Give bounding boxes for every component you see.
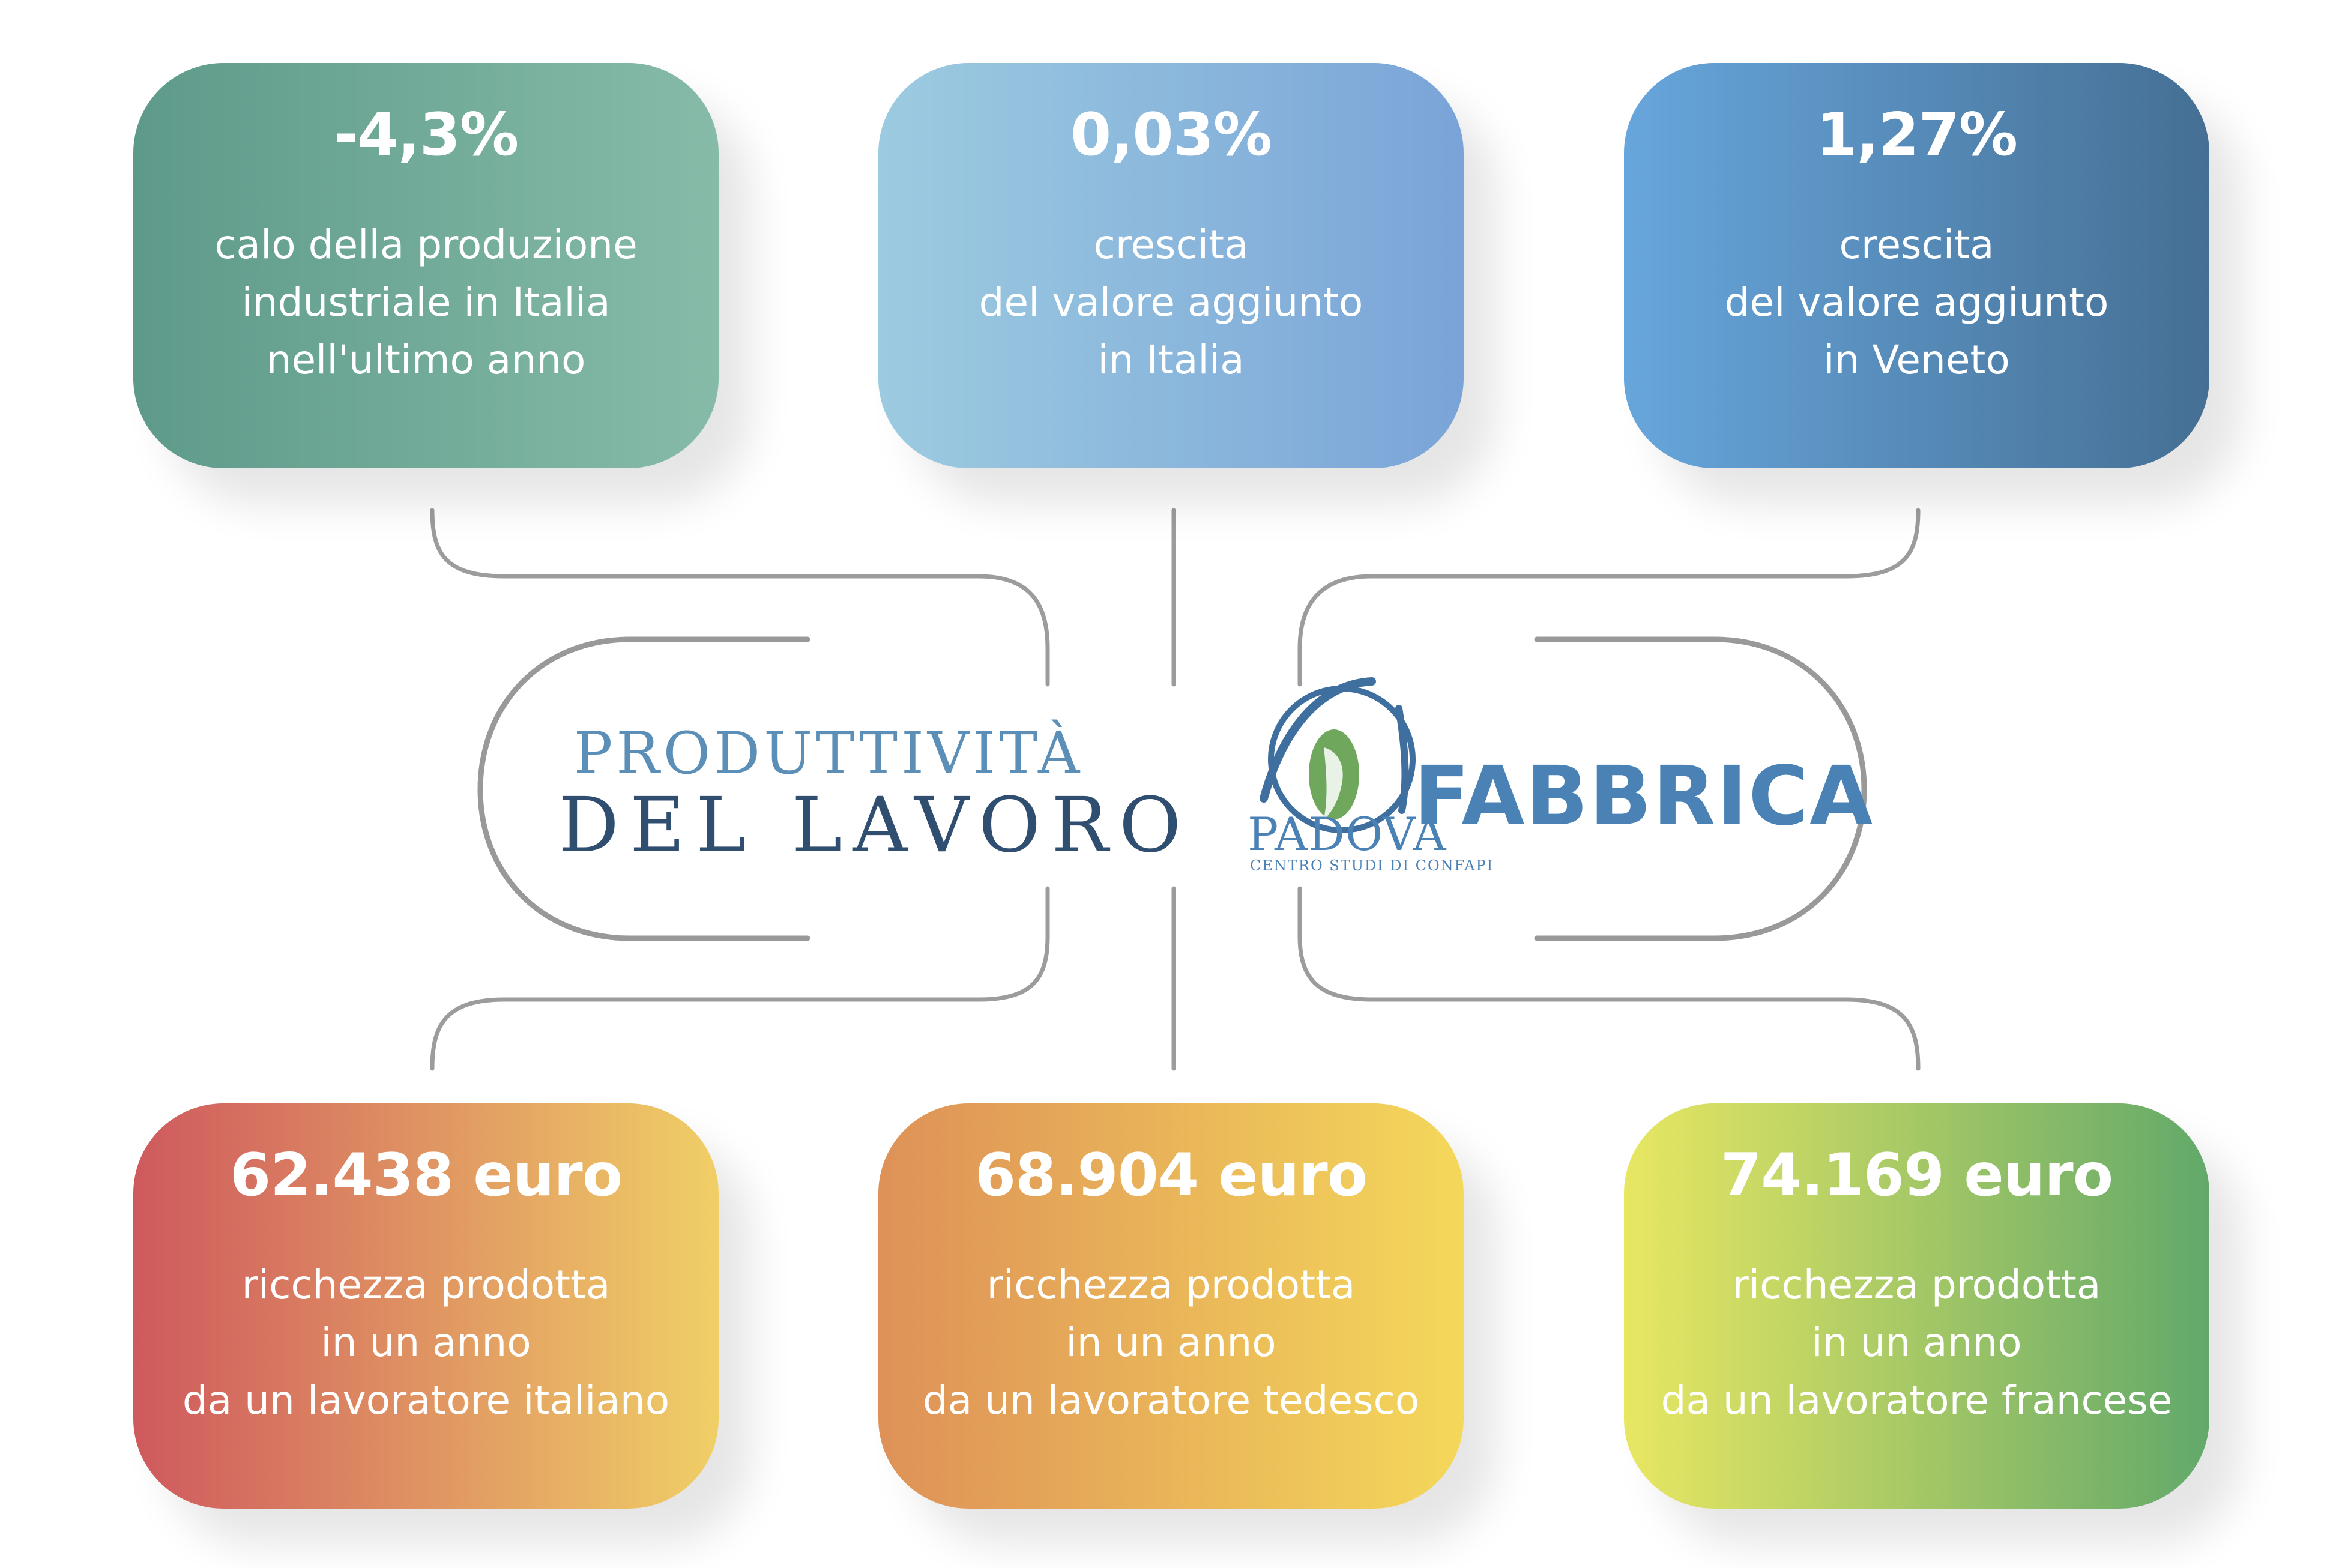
stat-card-worker-germany: 68.904 euro ricchezza prodotta in un ann… <box>878 1103 1464 1509</box>
stat-desc-line: in un anno <box>1066 1319 1276 1366</box>
stat-desc-line: da un lavoratore italiano <box>182 1377 670 1423</box>
connector-top-right <box>1297 508 1921 687</box>
stat-desc-line: crescita <box>1093 222 1249 268</box>
stat-value: 68.904 euro <box>974 1141 1368 1210</box>
stat-value: 0,03% <box>1070 101 1272 169</box>
stat-description: ricchezza prodotta in un anno da un lavo… <box>1624 1256 2209 1429</box>
stat-description: ricchezza prodotta in un anno da un lavo… <box>133 1256 719 1429</box>
stat-value: 1,27% <box>1816 101 2018 169</box>
stat-desc-line: in un anno <box>1811 1319 2022 1366</box>
padova-logo-word: PADOVA <box>1248 807 1447 861</box>
stat-card-worker-france: 74.169 euro ricchezza prodotta in un ann… <box>1624 1103 2209 1509</box>
stat-desc-line: del valore aggiunto <box>1724 279 2109 325</box>
fabbrica-emblem-icon <box>1260 677 1416 833</box>
centro-studi-subtitle: CENTRO STUDI DI CONFAPI <box>1250 857 1494 874</box>
stat-desc-line: nell'ultimo anno <box>266 337 586 383</box>
stat-desc-line: da un lavoratore francese <box>1661 1377 2173 1423</box>
stat-desc-line: in Italia <box>1097 337 1245 383</box>
fabbrica-logo-word: FABBRICA <box>1414 749 1874 844</box>
logo-line-del-lavoro: DEL LAVORO <box>558 781 1192 869</box>
stat-desc-line: in un anno <box>321 1319 531 1366</box>
stat-card-value-added-veneto: 1,27% crescita del valore aggiunto in Ve… <box>1624 63 2209 468</box>
stat-value: -4,3% <box>333 101 519 169</box>
stat-desc-line: industriale in Italia <box>241 279 611 325</box>
stat-desc-line: crescita <box>1839 222 1994 268</box>
stat-card-industrial-production: -4,3% calo della produzione industriale … <box>133 63 719 468</box>
stat-desc-line: da un lavoratore tedesco <box>922 1377 1420 1423</box>
connector-top-left <box>430 508 1050 687</box>
stat-card-value-added-italy: 0,03% crescita del valore aggiunto in It… <box>878 63 1464 468</box>
stat-desc-line: del valore aggiunto <box>979 279 1363 325</box>
connector-bottom-right <box>1297 886 1921 1071</box>
produttivita-logo: PRODUTTIVITÀ DEL LAVORO <box>558 720 1192 869</box>
stat-value: 62.438 euro <box>229 1141 623 1210</box>
stat-description: calo della produzione industriale in Ita… <box>133 216 719 389</box>
logo-line-produttivita: PRODUTTIVITÀ <box>573 720 1084 787</box>
stat-desc-line: ricchezza prodotta <box>241 1262 611 1308</box>
stat-desc-line: in Veneto <box>1823 337 2010 383</box>
stat-description: crescita del valore aggiunto in Italia <box>878 216 1464 389</box>
stat-value: 74.169 euro <box>1720 1141 2113 1210</box>
stat-desc-line: calo della produzione <box>214 222 638 268</box>
stat-description: crescita del valore aggiunto in Veneto <box>1624 216 2209 389</box>
stat-description: ricchezza prodotta in un anno da un lavo… <box>878 1256 1464 1429</box>
pill-left-outline <box>477 636 810 941</box>
connector-bottom-left <box>430 886 1050 1071</box>
stat-desc-line: ricchezza prodotta <box>986 1262 1356 1308</box>
stat-desc-line: ricchezza prodotta <box>1732 1262 2101 1308</box>
stat-card-worker-italy: 62.438 euro ricchezza prodotta in un ann… <box>133 1103 719 1509</box>
pill-right-outline <box>1534 636 1867 941</box>
